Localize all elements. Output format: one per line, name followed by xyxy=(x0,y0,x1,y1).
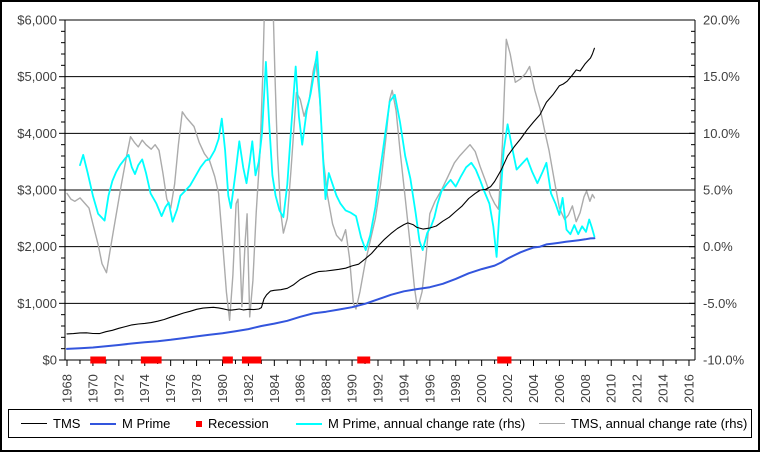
legend-item-mprime-yoy: M Prime, annual change rate (rhs) xyxy=(296,410,525,437)
svg-text:1972: 1972 xyxy=(111,374,126,403)
svg-text:1988: 1988 xyxy=(319,374,334,403)
svg-text:1998: 1998 xyxy=(448,374,463,403)
svg-text:$4,000: $4,000 xyxy=(17,126,57,141)
svg-text:1974: 1974 xyxy=(137,374,152,403)
svg-text:1990: 1990 xyxy=(345,374,360,403)
legend-label-tms: TMS xyxy=(53,416,81,431)
svg-text:$3,000: $3,000 xyxy=(17,183,57,198)
svg-text:2002: 2002 xyxy=(500,374,515,403)
legend-item-mprime: M Prime xyxy=(90,410,170,437)
legend-label-mprime-yoy: M Prime, annual change rate (rhs) xyxy=(328,416,526,431)
svg-text:5.0%: 5.0% xyxy=(703,183,733,198)
recession-square-swatch-icon xyxy=(196,420,202,427)
mprime-line-swatch-icon xyxy=(90,422,116,425)
svg-text:1992: 1992 xyxy=(370,374,385,403)
svg-text:1976: 1976 xyxy=(163,374,178,403)
legend-label-mprime: M Prime xyxy=(122,416,171,431)
legend-item-recession: Recession xyxy=(196,410,269,437)
svg-text:20.0%: 20.0% xyxy=(703,13,740,28)
legend-item-tms: TMS xyxy=(21,410,80,437)
svg-text:-5.0%: -5.0% xyxy=(703,296,737,311)
svg-text:2008: 2008 xyxy=(578,374,593,403)
svg-text:15.0%: 15.0% xyxy=(703,69,740,84)
svg-text:2014: 2014 xyxy=(656,374,671,403)
svg-text:1978: 1978 xyxy=(189,374,204,403)
svg-text:10.0%: 10.0% xyxy=(703,126,740,141)
svg-text:$2,000: $2,000 xyxy=(17,239,57,254)
svg-text:2010: 2010 xyxy=(604,374,619,403)
svg-text:-10.0%: -10.0% xyxy=(703,353,745,368)
svg-text:1980: 1980 xyxy=(215,374,230,403)
legend-item-tms-yoy: TMS, annual change rate (rhs) xyxy=(539,410,747,437)
tms-yoy-line-swatch-icon xyxy=(539,423,565,424)
svg-text:$5,000: $5,000 xyxy=(17,69,57,84)
svg-text:1994: 1994 xyxy=(396,374,411,403)
chart-legend: TMS M Prime Recession M Prime, annual ch… xyxy=(8,409,752,438)
mprime-yoy-line-swatch-icon xyxy=(296,422,322,425)
legend-label-recession: Recession xyxy=(208,416,269,431)
svg-text:$0: $0 xyxy=(43,353,57,368)
svg-text:1984: 1984 xyxy=(267,374,282,403)
svg-text:$6,000: $6,000 xyxy=(17,13,57,28)
svg-text:1982: 1982 xyxy=(241,374,256,403)
svg-text:1986: 1986 xyxy=(293,374,308,403)
svg-text:1968: 1968 xyxy=(60,374,75,403)
svg-text:1996: 1996 xyxy=(422,374,437,403)
svg-text:$1,000: $1,000 xyxy=(17,296,57,311)
svg-text:2006: 2006 xyxy=(552,374,567,403)
svg-text:2016: 2016 xyxy=(681,374,696,403)
svg-text:1970: 1970 xyxy=(85,374,100,403)
svg-text:0.0%: 0.0% xyxy=(703,239,733,254)
tms-line-swatch-icon xyxy=(21,423,47,424)
svg-text:2000: 2000 xyxy=(474,374,489,403)
svg-text:2004: 2004 xyxy=(526,374,541,403)
legend-label-tms-yoy: TMS, annual change rate (rhs) xyxy=(571,416,748,431)
svg-text:2012: 2012 xyxy=(630,374,645,403)
